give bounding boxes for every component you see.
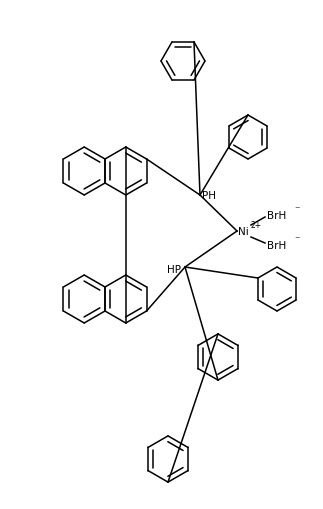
Text: BrH: BrH — [267, 241, 286, 250]
Text: PH: PH — [202, 191, 216, 201]
Text: ⁻: ⁻ — [294, 235, 299, 244]
Text: 2+: 2+ — [251, 221, 262, 230]
Text: ⁻: ⁻ — [294, 205, 299, 215]
Text: HP: HP — [167, 265, 181, 274]
Text: BrH: BrH — [267, 211, 286, 220]
Text: Ni: Ni — [238, 227, 249, 237]
